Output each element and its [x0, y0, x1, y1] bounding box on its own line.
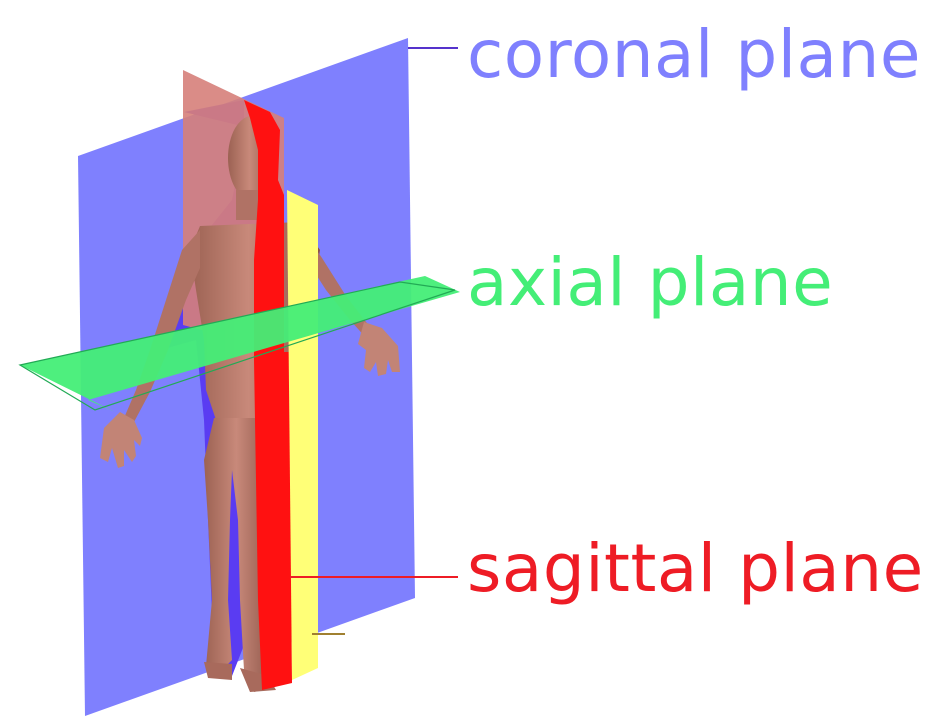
sagittal-plane: [244, 100, 292, 690]
axial-plane-label: axial plane: [467, 244, 834, 321]
right-hand: [358, 322, 400, 376]
axial-plane-outline: [18, 281, 456, 411]
left-hand: [100, 412, 142, 468]
coronal-plane-label: coronal plane: [467, 16, 921, 93]
axial-plane: [20, 276, 460, 412]
left-foot: [204, 662, 232, 680]
sagittal-plane-label: sagittal plane: [467, 530, 924, 607]
sagittal-plane-edge: [287, 190, 318, 680]
